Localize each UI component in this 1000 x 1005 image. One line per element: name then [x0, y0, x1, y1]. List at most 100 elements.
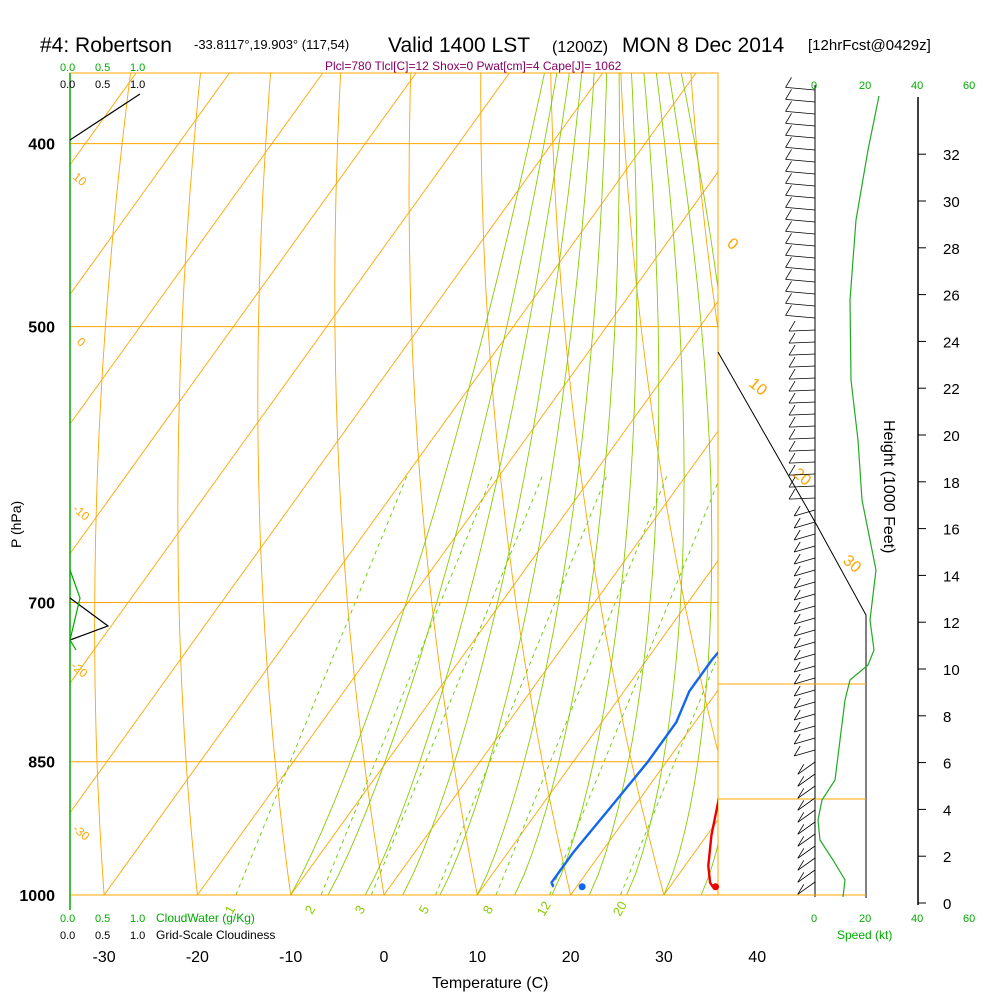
- speed-tick-top-0: 0: [811, 80, 817, 92]
- wind-barb: [786, 135, 816, 138]
- isotherm-label: 10: [70, 170, 89, 190]
- wind-barb-flag: [786, 185, 792, 195]
- pressure-tick-label: 850: [28, 755, 55, 772]
- station-title: #4: Robertson: [40, 34, 172, 57]
- background-grid: [0, 0, 1000, 895]
- x-tick-label: -20: [186, 949, 209, 966]
- cloudiness-tick-top-1: 0.5: [95, 79, 110, 91]
- wind-barb-flag: [798, 872, 804, 882]
- cloudiness-tick-top-2: 1.0: [130, 79, 145, 91]
- x-tick-label: -10: [279, 949, 302, 966]
- dry-adiabat-line: [745, 0, 944, 895]
- x-tick-label: 40: [748, 949, 766, 966]
- y-axis-label: P (hPa): [8, 501, 24, 548]
- dry-adiabat-line: [481, 0, 571, 895]
- height-tick-label: 24: [943, 334, 960, 351]
- surface-temperature-marker: [712, 883, 719, 890]
- x-axis-label: Temperature (C): [432, 975, 548, 992]
- cloud-water-tick-bottom-0: 0.0: [60, 913, 75, 925]
- height-tick-label: 4: [943, 802, 951, 819]
- wind-barb: [789, 354, 815, 355]
- pressure-tick-label: 400: [28, 137, 55, 154]
- wind-barb-flag: [786, 113, 792, 123]
- pressure-tick-label: 500: [28, 320, 55, 337]
- wind-barb: [789, 426, 815, 427]
- wind-barb-flag: [786, 233, 792, 243]
- cloud-water-tick-top-1: 0.5: [95, 62, 110, 74]
- isotherm-label: 0: [74, 335, 88, 350]
- dry-adiabat-line: [335, 0, 384, 895]
- wind-barb-flag: [786, 137, 792, 147]
- cloud-water-label: CloudWater (g/Kg): [156, 911, 255, 925]
- mixing-ratio-label: 3: [352, 903, 369, 917]
- mixing-ratio-line: [620, 476, 791, 895]
- wind-barb-flag: [789, 333, 795, 343]
- forecast-info: [12hrFcst@0429z]: [808, 37, 931, 54]
- wind-barb-flag: [786, 77, 792, 87]
- wind-barb-flag: [786, 125, 792, 135]
- mixing-ratio-label: 12: [534, 898, 554, 918]
- moist-adiabat-line: [605, 0, 741, 895]
- isotherm-line: [0, 0, 736, 895]
- wind-barb: [786, 123, 816, 126]
- speed-tick-bottom-3: 60: [963, 913, 975, 925]
- wind-barb: [798, 798, 815, 810]
- isotherm-line: [104, 0, 922, 895]
- dry-adiabat-line: [996, 0, 1000, 895]
- wind-barb-flag: [786, 89, 792, 99]
- wind-barb-flag: [786, 281, 792, 291]
- wind-barb-flag: [789, 417, 795, 427]
- wind-barb-flag: [786, 209, 792, 219]
- isobar-lines: [70, 0, 718, 895]
- surface-dewpoint-marker: [579, 883, 586, 890]
- wind-barb: [786, 159, 816, 162]
- wind-barb: [786, 219, 816, 222]
- dry-adiabat-line: [808, 0, 1000, 895]
- cloud-water-tick-top-2: 1.0: [130, 62, 145, 74]
- wind-barb: [798, 810, 815, 822]
- isotherm-label: -10: [70, 502, 93, 524]
- wind-barb: [786, 315, 816, 318]
- cloud-water-tick-bottom-1: 0.5: [95, 913, 110, 925]
- dry-adiabat-line: [617, 0, 757, 895]
- valid-time: Valid 1400 LST: [388, 34, 530, 57]
- dry-adiabat-line: [8, 0, 117, 895]
- wind-barb-flag: [789, 453, 795, 463]
- wind-barb-flag: [798, 836, 804, 846]
- sounding-curves: [552, 0, 1000, 887]
- dry-adiabat-line: [178, 0, 243, 895]
- isotherm-label: 10: [745, 375, 770, 400]
- wind-barb: [786, 99, 816, 102]
- wind-barb-flag: [789, 381, 795, 391]
- cloudiness-tick-bottom-1: 0.5: [95, 930, 110, 942]
- speed-tick-top-3: 60: [963, 80, 975, 92]
- wind-barb: [789, 378, 815, 379]
- mixing-ratio-label: 2: [302, 903, 319, 917]
- x-tick-label: 30: [655, 949, 673, 966]
- wind-barb-flag: [786, 245, 792, 255]
- height-tick-label: 12: [943, 615, 960, 632]
- isotherm-label: -20: [68, 659, 91, 681]
- wind-barb: [789, 390, 815, 391]
- wind-barb: [786, 303, 816, 306]
- wind-barb: [798, 786, 815, 798]
- isotherm-label: 0: [723, 235, 741, 254]
- wind-barb-flag: [789, 369, 795, 379]
- wind-barb-flag: [786, 221, 792, 231]
- wind-barb: [789, 366, 815, 367]
- wind-barb: [798, 822, 815, 834]
- height-tick-label: 26: [943, 288, 960, 305]
- wind-barb: [786, 111, 816, 114]
- height-tick-label: 22: [943, 381, 960, 398]
- cloudiness-tick-bottom-2: 1.0: [130, 930, 145, 942]
- height-axis-label: Height (1000 Feet): [880, 420, 897, 553]
- wind-panel: 0 20 40 60 0 20 40 60 Speed (kt): [718, 77, 975, 942]
- mixing-ratio-line: [436, 476, 607, 895]
- wind-barb-flag: [798, 884, 804, 894]
- wind-barb: [786, 291, 816, 294]
- height-tick-label: 32: [943, 147, 960, 164]
- speed-tick-bottom-0: 0: [811, 913, 817, 925]
